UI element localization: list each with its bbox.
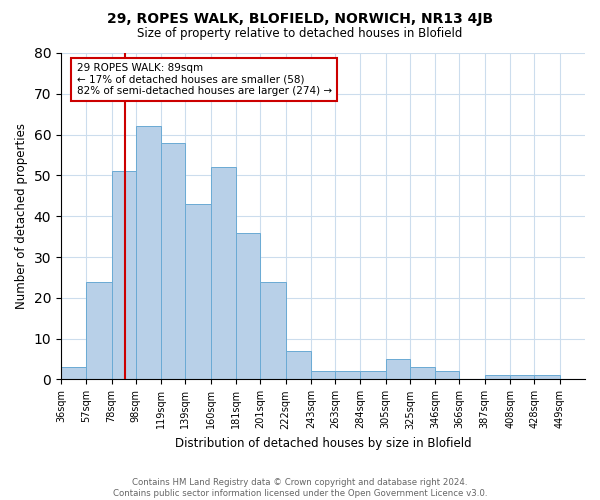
Bar	[185, 204, 211, 380]
X-axis label: Distribution of detached houses by size in Blofield: Distribution of detached houses by size …	[175, 437, 471, 450]
Bar	[86, 282, 112, 380]
Bar	[161, 143, 185, 380]
Bar	[335, 372, 361, 380]
Bar	[485, 376, 510, 380]
Bar	[311, 372, 335, 380]
Bar	[286, 351, 311, 380]
Bar	[510, 376, 534, 380]
Bar	[534, 376, 560, 380]
Bar	[236, 232, 260, 380]
Bar	[211, 168, 236, 380]
Text: Size of property relative to detached houses in Blofield: Size of property relative to detached ho…	[137, 28, 463, 40]
Bar	[386, 359, 410, 380]
Bar	[112, 172, 136, 380]
Bar	[410, 367, 435, 380]
Bar	[136, 126, 161, 380]
Text: 29, ROPES WALK, BLOFIELD, NORWICH, NR13 4JB: 29, ROPES WALK, BLOFIELD, NORWICH, NR13 …	[107, 12, 493, 26]
Bar	[435, 372, 460, 380]
Text: 29 ROPES WALK: 89sqm
← 17% of detached houses are smaller (58)
82% of semi-detac: 29 ROPES WALK: 89sqm ← 17% of detached h…	[77, 63, 332, 96]
Bar	[61, 367, 86, 380]
Bar	[260, 282, 286, 380]
Text: Contains HM Land Registry data © Crown copyright and database right 2024.
Contai: Contains HM Land Registry data © Crown c…	[113, 478, 487, 498]
Bar	[361, 372, 386, 380]
Y-axis label: Number of detached properties: Number of detached properties	[15, 123, 28, 309]
